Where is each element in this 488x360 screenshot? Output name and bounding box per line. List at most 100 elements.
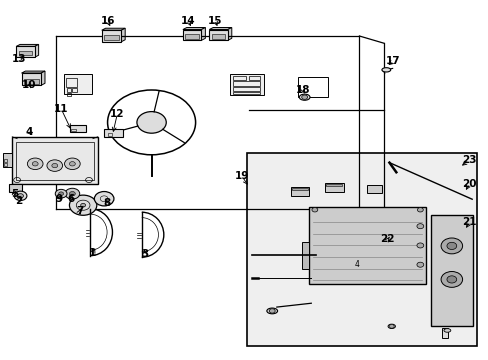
Text: 6: 6 [67,194,74,204]
Bar [63,74,92,94]
Bar [209,30,227,40]
Text: 15: 15 [207,16,222,26]
Polygon shape [41,71,45,85]
Circle shape [69,192,75,196]
Bar [232,92,260,94]
Polygon shape [227,27,231,40]
Ellipse shape [339,213,346,216]
Circle shape [137,112,166,133]
Bar [12,137,98,184]
Circle shape [446,276,456,283]
Bar [66,78,77,87]
Circle shape [59,192,63,195]
Bar [9,184,22,192]
Bar [232,81,260,86]
Text: 16: 16 [100,16,115,26]
Polygon shape [209,27,231,30]
Text: 18: 18 [295,85,310,95]
Text: 13: 13 [12,54,27,64]
Circle shape [14,191,27,201]
Polygon shape [16,44,39,46]
Bar [366,185,381,193]
Ellipse shape [381,68,390,72]
Text: 5: 5 [11,189,18,199]
Bar [4,159,7,162]
Bar [102,30,121,42]
Text: 9: 9 [55,194,62,204]
Circle shape [47,160,62,171]
Circle shape [27,158,43,170]
Bar [70,125,85,132]
Bar [72,88,77,92]
Bar [71,129,76,131]
Text: 4: 4 [354,260,359,269]
Text: 23: 23 [461,155,475,165]
Circle shape [446,242,456,249]
Text: 21: 21 [461,217,476,228]
Polygon shape [35,44,39,57]
Circle shape [440,271,462,287]
Bar [301,242,309,269]
Text: 14: 14 [181,16,195,26]
Ellipse shape [266,308,277,314]
Polygon shape [183,27,205,30]
Bar [211,34,225,39]
Bar [24,78,39,84]
Polygon shape [201,27,205,40]
Polygon shape [21,71,45,73]
Text: 4: 4 [25,127,33,137]
Circle shape [388,325,393,328]
Text: 10: 10 [22,80,37,90]
Bar [16,46,35,57]
Circle shape [416,224,423,229]
Circle shape [301,95,307,99]
Text: 19: 19 [234,171,249,181]
Bar [19,51,32,55]
Bar [3,153,12,167]
Circle shape [416,243,423,248]
Ellipse shape [443,329,450,332]
Text: 3: 3 [141,249,148,259]
Circle shape [64,158,80,170]
Bar [229,74,264,95]
Circle shape [55,189,67,198]
Circle shape [416,262,423,267]
Bar [325,183,343,192]
Bar [308,207,426,284]
Bar [104,35,119,40]
Bar [232,87,260,91]
Bar [16,142,94,180]
Polygon shape [102,28,125,30]
Circle shape [69,162,75,166]
Circle shape [373,207,382,214]
Polygon shape [121,28,125,42]
Circle shape [269,309,275,313]
Circle shape [417,208,423,212]
Text: 11: 11 [54,104,68,114]
Bar [107,133,112,136]
Bar [4,163,7,166]
Ellipse shape [387,324,395,328]
Bar [441,328,447,338]
Circle shape [311,208,317,212]
Bar [246,153,476,346]
Circle shape [440,238,462,254]
Circle shape [18,194,23,198]
Bar [298,77,327,97]
Bar [290,187,308,196]
Circle shape [81,203,85,207]
Circle shape [52,163,58,168]
Bar [183,30,201,40]
Text: 8: 8 [103,198,110,208]
Bar [232,76,246,80]
Bar [21,73,41,85]
Circle shape [69,195,97,215]
Bar [291,188,307,190]
Circle shape [32,162,38,166]
Bar [185,34,199,39]
Text: 17: 17 [385,56,400,66]
Text: 7: 7 [76,206,83,216]
Circle shape [94,192,114,206]
Text: 12: 12 [110,109,124,119]
Text: 2: 2 [15,196,22,206]
